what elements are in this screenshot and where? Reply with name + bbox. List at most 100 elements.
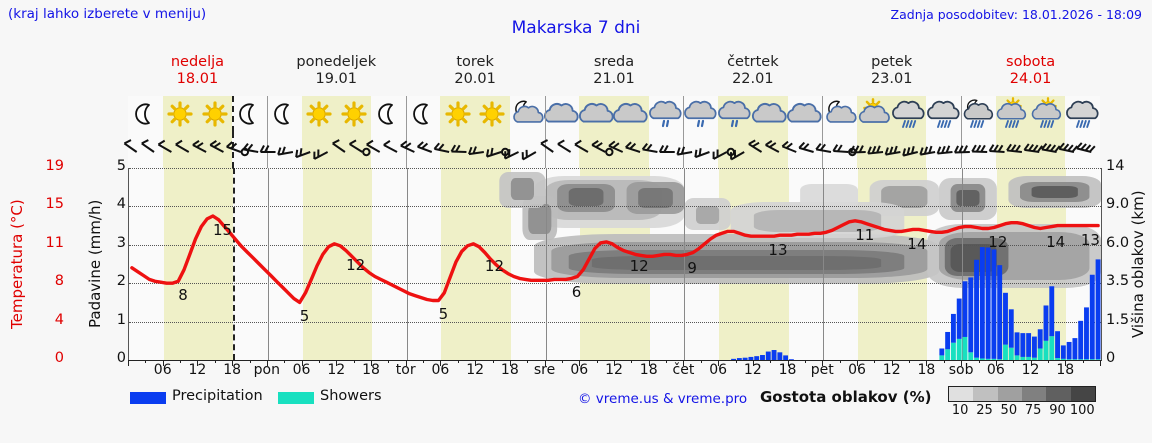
x-axis-tick-0: 06 — [153, 362, 172, 378]
day-name: petek — [871, 54, 913, 70]
weather-icon-sun — [302, 96, 337, 132]
page-title: Makarska 7 dni — [511, 18, 641, 38]
day-separator — [405, 96, 407, 132]
x-axis-tick-16: 06 — [709, 362, 728, 378]
x-axis-tickmark — [822, 360, 824, 366]
weather-icon-cloud-sun-rain — [1031, 96, 1066, 132]
x-axis-tick-12: 06 — [570, 362, 589, 378]
x-axis-tick-14: 18 — [639, 362, 658, 378]
weather-icon-cloud-rain — [926, 96, 961, 132]
x-axis-tickmark — [492, 360, 494, 363]
day-gridline — [545, 168, 547, 360]
x-axis-tickmark — [735, 360, 737, 363]
day-name: sreda — [593, 54, 635, 70]
day-name: torek — [456, 54, 494, 70]
cloud-height-tick-1.5: 1.5 — [1106, 311, 1130, 328]
cloud-density-field — [499, 172, 1101, 288]
day-separator — [683, 96, 685, 132]
precipitation-axis-title: Padavine (mm/h) — [86, 199, 104, 329]
x-axis-tickmark — [1082, 360, 1084, 363]
x-axis-tickmark — [770, 360, 772, 363]
temperature-value-label: 6 — [571, 283, 582, 302]
cloud-density-segment-25 — [973, 387, 998, 401]
x-axis-tick-25: 12 — [1021, 362, 1040, 378]
temperature-tick-0: 0 — [54, 350, 64, 366]
x-axis-tickmark — [544, 360, 546, 366]
day-separator — [822, 96, 824, 132]
cloud-height-tick-14: 14 — [1106, 158, 1125, 174]
x-axis-tickmark — [943, 360, 945, 363]
x-axis-tickmark — [197, 360, 199, 366]
day-date: 23.01 — [870, 71, 913, 87]
x-axis-tickmark — [700, 360, 702, 363]
current-time-marker — [232, 96, 235, 132]
x-axis-tickmark — [857, 360, 858, 366]
x-axis-tickmark — [1100, 360, 1101, 366]
horizontal-gridline — [129, 283, 1101, 285]
cloud-density-scale-label-75: 75 — [1024, 403, 1042, 418]
x-axis-tick-4: 06 — [292, 362, 311, 378]
day-date: 18.01 — [176, 71, 219, 87]
x-axis-tickmark — [128, 360, 129, 366]
x-axis-tickmark — [666, 360, 668, 363]
day-header-6: petek 23.01 — [822, 54, 961, 88]
cloud-density-scale-label-100: 100 — [1069, 403, 1095, 418]
location-menu-note: (kraj lahko izberete v meniju) — [8, 6, 207, 22]
day-date: 20.01 — [454, 71, 496, 87]
cloud-density-legend-title: Gostota oblakov (%) — [760, 388, 932, 406]
day-date: 24.01 — [1009, 71, 1052, 87]
temperature-value-label: 14 — [907, 235, 927, 254]
x-axis-tick-3: pon — [253, 362, 280, 378]
day-gridline — [823, 168, 825, 360]
horizontal-gridline — [129, 206, 1101, 208]
day-gridline — [962, 168, 964, 360]
day-header-5: četrtek 22.01 — [683, 54, 822, 88]
weather-icon-cloud-drizzle — [649, 96, 684, 132]
day-date: 21.01 — [593, 71, 635, 87]
weather-icon-cloud-rain — [1065, 96, 1100, 132]
x-axis-tickmark — [787, 360, 789, 366]
precipitation-tick-0: 0 — [116, 350, 126, 366]
x-axis-tickmark — [457, 360, 459, 363]
x-axis-tick-7: tor — [395, 362, 416, 378]
day-header-2: ponedeljek 19.01 — [267, 54, 406, 88]
x-axis-tick-22: 18 — [917, 362, 936, 378]
x-axis-tickmark — [614, 360, 615, 366]
weather-icon-cloud — [613, 96, 649, 132]
precipitation-tick-4: 4 — [116, 196, 126, 213]
x-axis-tickmark — [423, 360, 425, 363]
cloud-density-scale-label-50: 50 — [1000, 403, 1018, 418]
last-update-label: Zadnja posodobitev: 18.01.2026 - 18:09 — [890, 7, 1142, 22]
temperature-value-label: 5 — [299, 307, 310, 326]
day-gridline — [267, 168, 269, 360]
weather-icon-cloud-sun-rain — [996, 96, 1031, 132]
cloud-density-segment-100 — [1070, 387, 1095, 401]
x-axis-tick-23: sob — [948, 362, 974, 378]
day-gridline — [406, 168, 408, 360]
x-axis-tickmark — [284, 360, 286, 363]
cloud-density-segment-10 — [949, 387, 974, 401]
cloud-density-segment-50 — [997, 387, 1022, 401]
temperature-axis-title: Temperatura (°C) — [8, 199, 26, 329]
x-axis-tickmark — [752, 360, 754, 366]
weather-icon-cloud-drizzle — [683, 96, 718, 132]
x-axis-tick-6: 18 — [362, 362, 380, 378]
weather-icon-moon — [371, 96, 406, 132]
temperature-curve — [130, 214, 1100, 305]
copyright-label: © vreme.us & vreme.pro — [578, 391, 748, 407]
x-axis-tick-15: čet — [672, 362, 695, 378]
day-separator — [266, 132, 268, 168]
daylight-band — [441, 168, 511, 360]
temperature-tick-4: 4 — [54, 311, 64, 328]
temperature-value-label: 12 — [988, 233, 1008, 252]
x-axis-tickmark — [249, 360, 251, 363]
precipitation-tick-1: 1 — [116, 311, 126, 328]
x-axis-tick-17: 12 — [743, 362, 762, 378]
x-axis-tickmark — [631, 360, 633, 363]
x-axis-tickmark — [579, 360, 581, 366]
day-separator — [405, 132, 407, 168]
x-axis-tickmark — [718, 360, 720, 366]
cloud-density-segment-75 — [1022, 387, 1047, 401]
x-axis-tickmark — [926, 360, 928, 366]
precipitation-bars — [731, 247, 1101, 360]
